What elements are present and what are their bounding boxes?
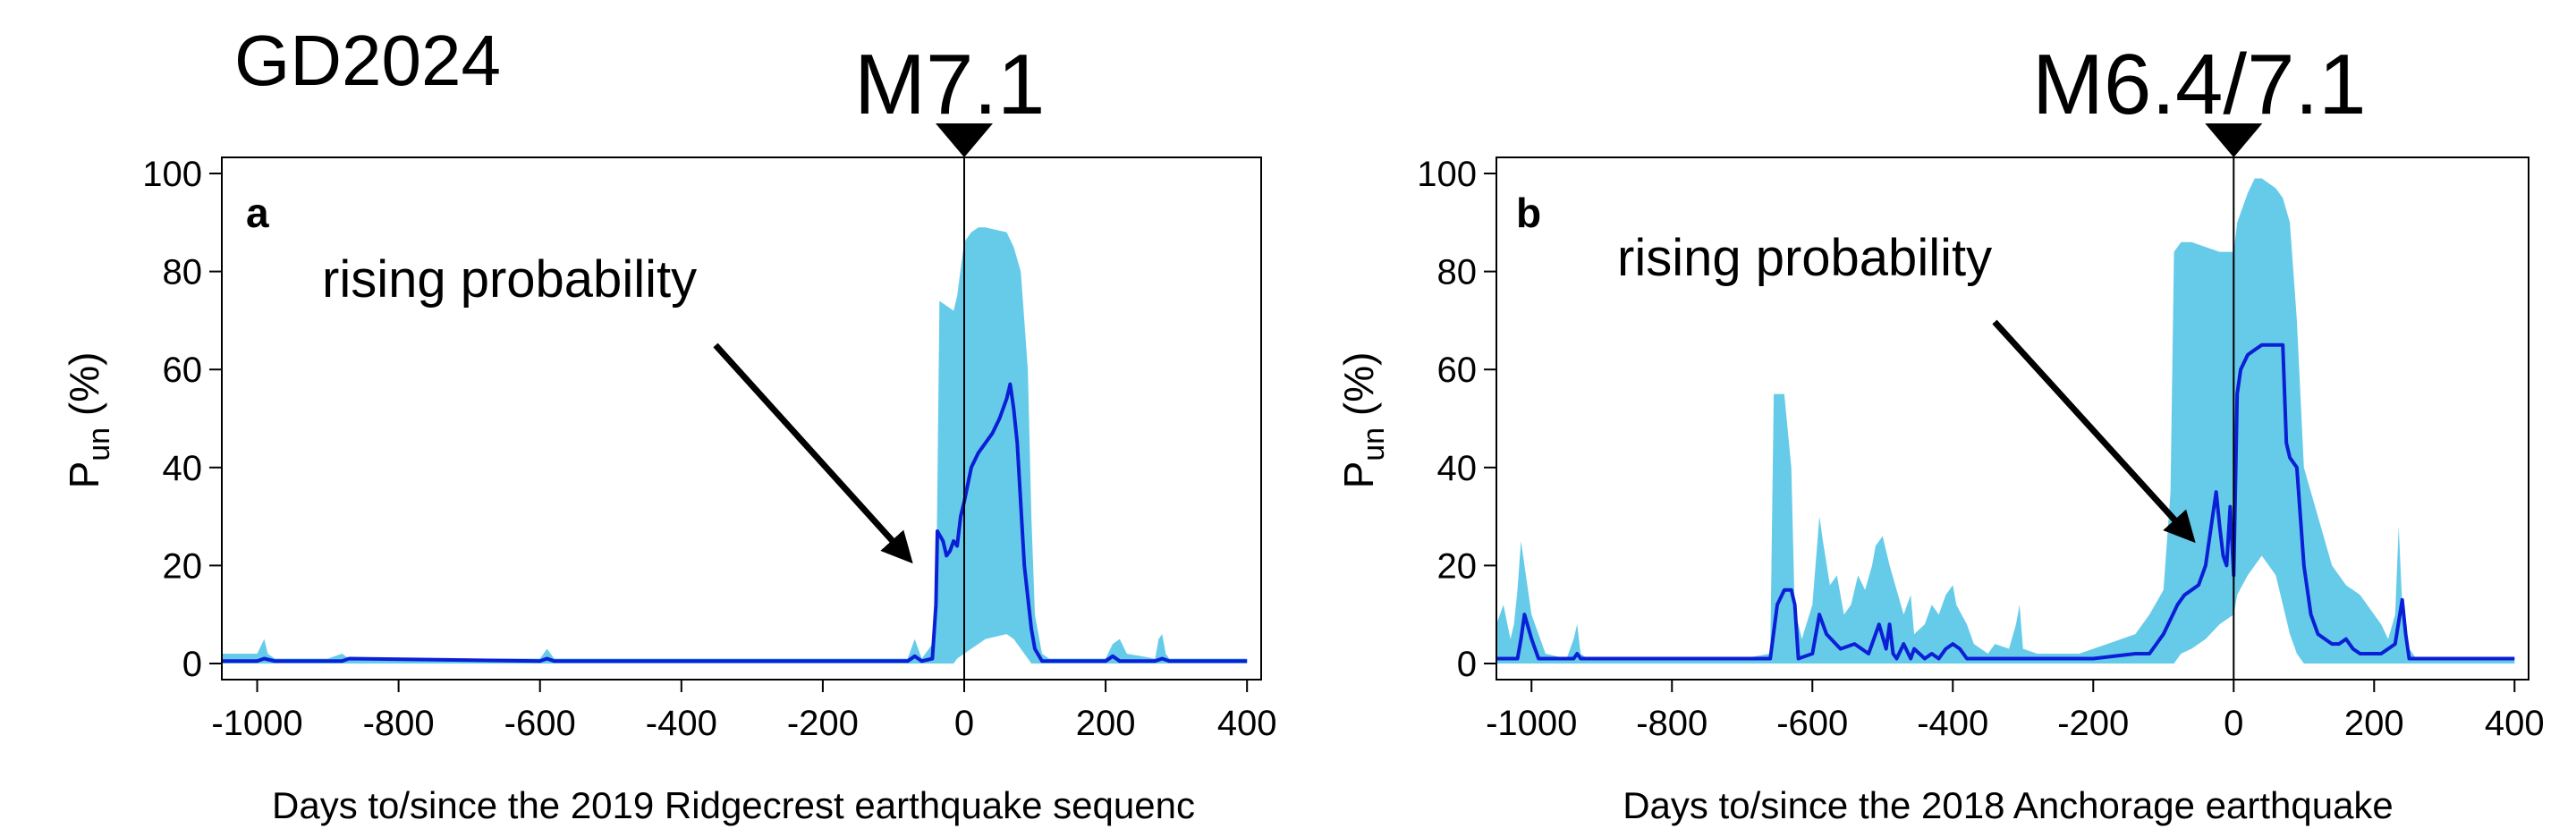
y-tick-label-a: 60: [163, 351, 203, 390]
panel-label-b: b: [1516, 190, 1541, 236]
y-tick-label-b: 20: [1437, 546, 1478, 586]
x-axis-label-a: Days to/since the 2019 Ridgecrest earthq…: [272, 784, 1195, 826]
uncertainty-band-b: [1496, 178, 2515, 664]
plot-frame-b: [1496, 156, 2529, 681]
x-tick-label-b: 0: [2224, 704, 2243, 743]
event-triangle-b: [2205, 123, 2263, 157]
x-tick-label-a: -200: [787, 704, 859, 743]
event-marker-label-a: M7.1: [854, 37, 1046, 132]
annotation-arrow-b: [1992, 319, 2196, 544]
annotation-text-a: rising probability: [322, 250, 697, 309]
y-tick-label-b: 40: [1437, 449, 1478, 488]
chart-panel-a: 0 20 40 60 80 100 -1000 -800 -600 -400 -200 0 200 400…: [61, 123, 1277, 826]
x-tick-label-b: 400: [2485, 704, 2545, 743]
x-tick-label-b: -600: [1776, 704, 1848, 743]
series-line-a: [222, 382, 1248, 664]
y-tick-label-b: 80: [1437, 253, 1478, 292]
y-tick-label-a: 40: [163, 449, 203, 488]
x-tick-label-b: -1000: [1486, 704, 1577, 743]
y-tick-label-b: 0: [1457, 645, 1477, 684]
event-triangle-a: [936, 123, 993, 157]
y-axis-label-b: Pun (%): [1335, 352, 1391, 489]
y-tick-label-a: 0: [182, 645, 202, 684]
uncertainty-band-a: [222, 227, 1248, 664]
y-axis-label-a: Pun (%): [61, 352, 116, 489]
x-tick-label-a: -800: [363, 704, 435, 743]
y-tick-label-a: 100: [142, 155, 202, 194]
x-tick-label-b: -400: [1917, 704, 1988, 743]
x-tick-label-b: -800: [1636, 704, 1707, 743]
x-axis-label-b: Days to/since the 2018 Anchorage earthqu…: [1623, 784, 2394, 826]
series-line-b: [1496, 342, 2515, 661]
x-tick-label-b: 200: [2344, 704, 2404, 743]
y-tick-label-a: 80: [163, 253, 203, 292]
x-tick-label-a: -600: [504, 704, 576, 743]
panel-label-a: a: [246, 190, 269, 236]
x-tick-label-a: 200: [1076, 704, 1136, 743]
event-marker-label-b: M6.4/7.1: [2032, 37, 2367, 132]
x-tick-label-a: 0: [954, 704, 974, 743]
y-tick-label-b: 100: [1417, 155, 1477, 194]
annotation-arrow-a: [713, 342, 913, 564]
y-tick-label-b: 60: [1437, 351, 1478, 390]
chart-panel-b: 0 20 40 60 80 100 -1000 -800 -600 -400 -200 0 200 400…: [1335, 123, 2545, 826]
annotation-text-b: rising probability: [1617, 229, 1992, 287]
x-tick-label-a: -1000: [211, 704, 302, 743]
x-tick-label-a: 400: [1217, 704, 1277, 743]
plot-frame-a: [221, 156, 1262, 681]
figure-header-title: GD2024: [234, 21, 501, 100]
x-tick-label-b: -200: [2057, 704, 2129, 743]
x-tick-label-a: -400: [646, 704, 717, 743]
y-tick-label-a: 20: [163, 546, 203, 586]
